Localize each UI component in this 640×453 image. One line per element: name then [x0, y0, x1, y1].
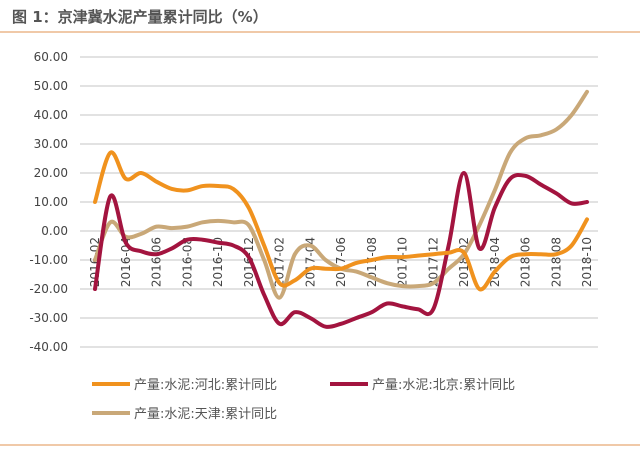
y-tick-label: -30.00: [29, 311, 68, 325]
legend-label: 产量:水泥:北京:累计同比: [372, 378, 515, 393]
x-tick-label: 2018-06: [519, 237, 533, 287]
x-tick-label: 2017-12: [426, 237, 440, 287]
y-tick-label: -40.00: [29, 340, 68, 354]
y-tick-label: 10.00: [34, 195, 68, 209]
x-tick-label: 2016-12: [242, 237, 256, 287]
x-tick-label: 2016-08: [180, 237, 194, 287]
x-tick-label: 2016-10: [211, 237, 225, 287]
series-line-0: [93, 150, 589, 292]
y-tick-label: 50.00: [34, 79, 68, 93]
y-tick-label: 40.00: [34, 108, 68, 122]
top-divider: [0, 31, 640, 33]
y-tick-label: 0.00: [41, 224, 68, 238]
y-tick-label: 30.00: [34, 137, 68, 151]
series-line-1: [93, 170, 589, 329]
x-tick-label: 2017-10: [396, 237, 410, 287]
chart-title: 图 1：京津冀水泥产量累计同比（%）: [12, 8, 268, 26]
bottom-divider: [0, 444, 640, 446]
x-tick-label: 2017-02: [273, 237, 287, 287]
y-tick-label: -10.00: [29, 253, 68, 267]
x-tick-label: 2016-06: [150, 237, 164, 287]
legend-label: 产量:水泥:河北:累计同比: [134, 378, 277, 393]
x-tick-label: 2017-06: [334, 237, 348, 287]
y-tick-label: -20.00: [29, 282, 68, 296]
x-tick-label: 2018-08: [549, 237, 563, 287]
y-tick-label: 60.00: [34, 50, 68, 64]
x-tick-label: 2018-10: [580, 237, 594, 287]
y-tick-label: 20.00: [34, 166, 68, 180]
legend-label: 产量:水泥:天津:累计同比: [134, 407, 277, 422]
